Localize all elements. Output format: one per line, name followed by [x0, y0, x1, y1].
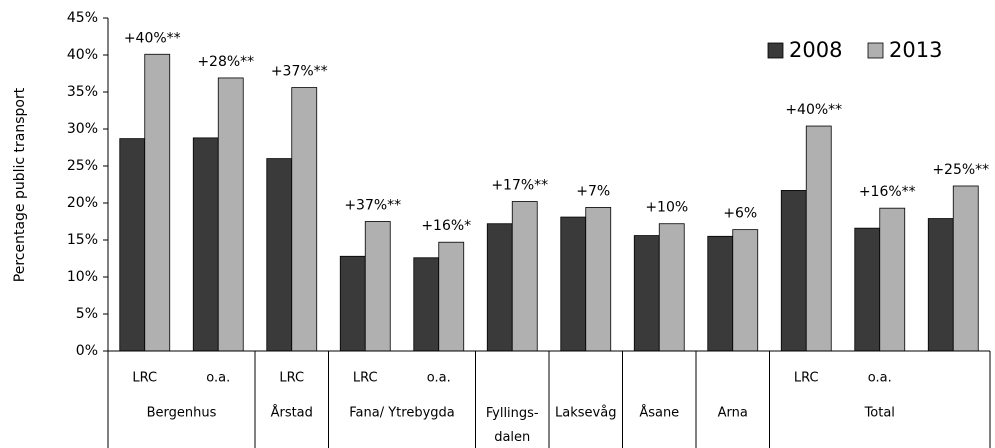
group-label: Årstad: [271, 405, 313, 421]
bar: [658, 223, 685, 352]
legend-swatch: [867, 42, 884, 59]
group-label: Arna: [718, 406, 748, 421]
legend-swatch: [767, 42, 784, 59]
y-tick-label: 5%: [76, 306, 98, 322]
bar: [707, 235, 734, 352]
bar: [511, 201, 538, 352]
bar: [192, 137, 219, 352]
bar: [291, 87, 318, 352]
x-tick-label: o.a.: [206, 371, 230, 386]
annotation: +25%**: [932, 162, 989, 178]
bar: [413, 257, 440, 352]
y-tick-label: 20%: [67, 195, 98, 211]
bar: [364, 221, 391, 352]
group-label: Total: [864, 406, 895, 421]
bar: [217, 77, 244, 352]
group-label: Laksevåg: [555, 406, 616, 421]
x-tick-label: LRC: [353, 371, 378, 386]
bar: [854, 227, 881, 352]
y-tick-label: 30%: [67, 121, 98, 137]
bar: [879, 207, 906, 352]
x-tick-label: LRC: [794, 371, 819, 386]
bar: [927, 218, 954, 352]
bar: [119, 138, 146, 352]
annotation: +16%**: [859, 184, 916, 200]
bar: [266, 158, 293, 352]
x-tick-label: LRC: [279, 371, 304, 386]
annotation: +6%: [723, 206, 757, 222]
y-tick-label: 40%: [67, 47, 98, 63]
y-tick-label: 10%: [67, 269, 98, 285]
y-tick-label: 45%: [67, 10, 98, 26]
y-axis-label: Percentage public transport: [12, 87, 28, 282]
y-tick-label: 15%: [67, 232, 98, 248]
legend-label: 2008: [789, 38, 842, 62]
group-label: Fyllings-dalen: [486, 406, 539, 445]
group-label: Fana/ Ytrebygda: [349, 406, 454, 421]
annotation: +16%*: [421, 218, 471, 234]
bar: [952, 185, 979, 352]
bar: [560, 216, 587, 352]
annotation: +40%**: [785, 102, 842, 118]
x-tick-label: o.a.: [868, 371, 892, 386]
x-tick-label: LRC: [132, 371, 157, 386]
bar: [438, 241, 465, 352]
annotation: +28%**: [197, 54, 254, 70]
annotation: +17%**: [491, 178, 548, 194]
y-tick-label: 35%: [67, 84, 98, 100]
annotation: +10%: [645, 200, 688, 216]
bar: [805, 125, 832, 352]
annotation: +7%: [576, 183, 610, 199]
y-tick-label: 25%: [67, 158, 98, 174]
bar: [339, 255, 366, 352]
x-tick-label: o.a.: [427, 371, 451, 386]
bar: [732, 229, 759, 352]
bar: [486, 223, 513, 352]
bar: [780, 190, 807, 352]
bar: [144, 53, 171, 352]
group-label: Åsane: [639, 405, 679, 421]
annotation: +37%**: [271, 64, 328, 80]
group-label: Bergenhus: [147, 406, 217, 421]
bar: [633, 235, 660, 352]
annotation: +40%**: [124, 30, 181, 46]
annotation: +37%**: [344, 198, 401, 214]
bar: [585, 207, 612, 352]
y-tick-label: 0%: [76, 343, 98, 359]
legend-label: 2013: [889, 38, 942, 62]
